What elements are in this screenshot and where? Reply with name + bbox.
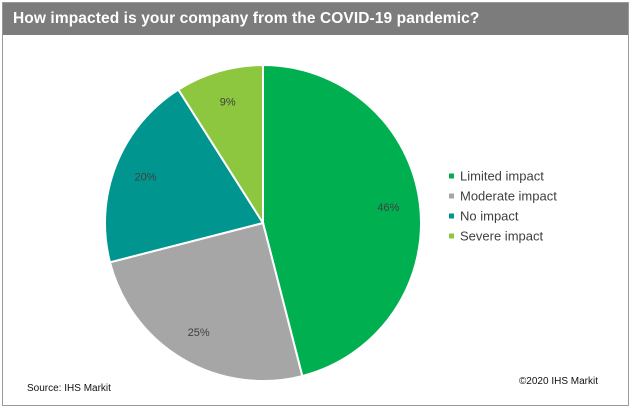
pie-chart: 46% 25% 20% 9% Limited impact Moderate impac… (104, 63, 557, 382)
pie-slice-severe-impact (176, 63, 264, 227)
chart-frame: How impacted is your company from the CO… (2, 2, 629, 406)
legend-label-limited-impact: Limited impact (460, 169, 544, 184)
slice-label-no-impact: 20% (134, 171, 156, 183)
legend-label-no-impact: No impact (460, 209, 519, 224)
slice-label-severe-impact: 9% (220, 97, 236, 109)
pie-slice-labels: 46% 25% 20% 9% (134, 97, 399, 339)
legend: Limited impact Moderate impact No impact Se… (449, 169, 557, 244)
pie-slice-moderate-impact (108, 221, 304, 382)
source-note: Source: IHS Markit (27, 383, 111, 394)
legend-swatch-severe-impact (449, 233, 454, 239)
slice-label-limited-impact: 46% (377, 202, 399, 214)
copyright-note: ©2020 IHS Markit (518, 376, 598, 387)
pie-slices (104, 63, 422, 382)
legend-swatch-no-impact (449, 213, 454, 219)
legend-swatch-moderate-impact (449, 193, 454, 199)
chart-title: How impacted is your company from the CO… (13, 10, 480, 27)
legend-label-severe-impact: Severe impact (460, 229, 543, 244)
slice-label-moderate-impact: 25% (188, 327, 210, 339)
legend-swatch-limited-impact (449, 173, 454, 179)
legend-label-moderate-impact: Moderate impact (460, 189, 557, 204)
pie-slice-no-impact (104, 88, 265, 264)
title-bar: How impacted is your company from the CO… (3, 3, 628, 35)
pie-slice-limited-impact (262, 63, 422, 378)
